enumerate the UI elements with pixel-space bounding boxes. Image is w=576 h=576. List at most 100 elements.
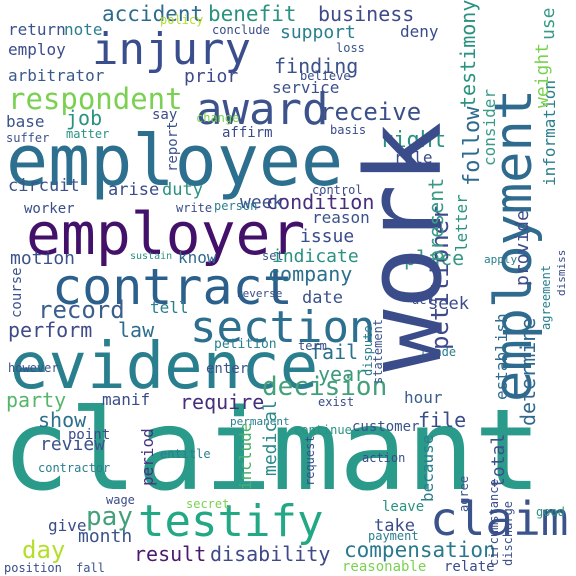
word-affirm: affirm [222,125,273,141]
word-return: return [8,20,66,39]
word-agreement: agreement [539,264,553,330]
word-seek: seek [428,294,469,314]
word-know: know [178,248,217,267]
word-take: take [374,516,415,536]
word-section: section [190,302,376,353]
word-enter: enter [206,361,249,377]
word-good: good [536,505,565,519]
word-apply: apply [484,253,518,266]
word-right: right [380,128,447,153]
word-letter: letter [452,194,471,252]
word-point: point [68,427,111,443]
word-rule: rule [394,148,433,167]
word-circuit: circuit [8,176,80,196]
word-result: result [134,542,207,566]
word-exist: exist [318,395,355,409]
word-compensation: compensation [344,538,496,562]
word-day: day [22,536,66,564]
word-evidence: evidence [10,330,319,404]
word-support: support [280,22,356,43]
word-injury: injury [92,24,251,75]
word-motion: motion [10,248,76,269]
word-continue: continue [294,423,352,437]
word-claimant: claimant [2,386,542,516]
word-course: course [9,267,25,318]
word-record: record [38,296,125,324]
word-arise: arise [108,180,160,200]
word-establish: establish [492,313,511,400]
word-policy: policy [160,13,204,27]
word-issue: issue [300,226,355,247]
word-report: report [165,121,181,172]
word-entitle: entitle [160,447,211,461]
word-because: because [418,434,437,502]
word-action: action [362,451,406,465]
word-term: term [298,339,327,353]
word-fail: fail [310,340,359,364]
word-change: change [196,111,240,125]
word-perform: perform [8,318,93,342]
word-indicate: indicate [272,246,359,267]
word-provide: provide [512,210,533,286]
word-dispute: dispute [361,325,375,376]
word-secret: secret [186,497,230,511]
word-manif: manif [102,390,151,409]
word-condition: condition [266,190,375,214]
word-set: set [262,249,284,263]
word-note: note [64,20,103,39]
word-fall: fall [76,561,105,575]
word-employ: employ [8,40,66,59]
word-person: person [214,199,258,213]
word-contract: contract [52,258,293,316]
word-law: law [118,318,155,342]
word-job: job [66,106,103,130]
word-pay: pay [86,502,133,532]
word-year: year [318,362,367,386]
word-tell: tell [150,298,189,317]
word-base: base [6,112,45,131]
word-service: service [272,78,340,97]
word-relate: relate [444,559,495,575]
word-leave: leave [382,499,425,515]
word-include: include [236,422,255,490]
word-basis: basis [330,123,367,137]
word-finding: finding [274,54,359,78]
word-conclude: conclude [212,23,270,37]
word-respondent: respondent [8,82,183,116]
word-award: award [196,84,329,135]
word-position: position [4,561,62,575]
word-medical: medical [260,400,281,476]
word-trade: trade [420,345,457,359]
word-write: write [176,201,213,215]
word-customer: customer [352,419,420,435]
word-reverse: reverse [236,287,283,300]
word-company: company [268,262,353,286]
word-use: use [538,7,559,40]
word-sustain: sustain [130,251,173,262]
word-testimony: testimony [456,0,480,108]
word-prior: prior [184,66,239,87]
word-say: say [152,107,178,123]
word-reasonable: reasonable [342,559,427,575]
word-worker: worker [24,201,75,217]
word-consider: consider [480,88,499,166]
word-period: period [138,428,157,486]
word-determine: determine [516,317,540,426]
word-reason: reason [312,208,370,227]
word-contractor: contractor [38,461,111,475]
word-believe: believe [300,69,351,83]
word-arbitrator: arbitrator [8,66,105,85]
word-show: show [38,408,87,432]
word-control: control [312,183,363,197]
word-suffer: suffer [6,131,50,145]
word-accident: accident [102,2,204,26]
word-permanent: permanent [230,415,290,428]
word-wage: wage [106,493,135,507]
word-act: act [412,293,434,307]
word-present: present [424,177,448,262]
word-decision: decision [262,372,388,402]
word-file: file [418,408,467,432]
word-place: place [404,246,465,270]
word-give: give [48,516,87,535]
word-duty: duty [162,180,203,200]
